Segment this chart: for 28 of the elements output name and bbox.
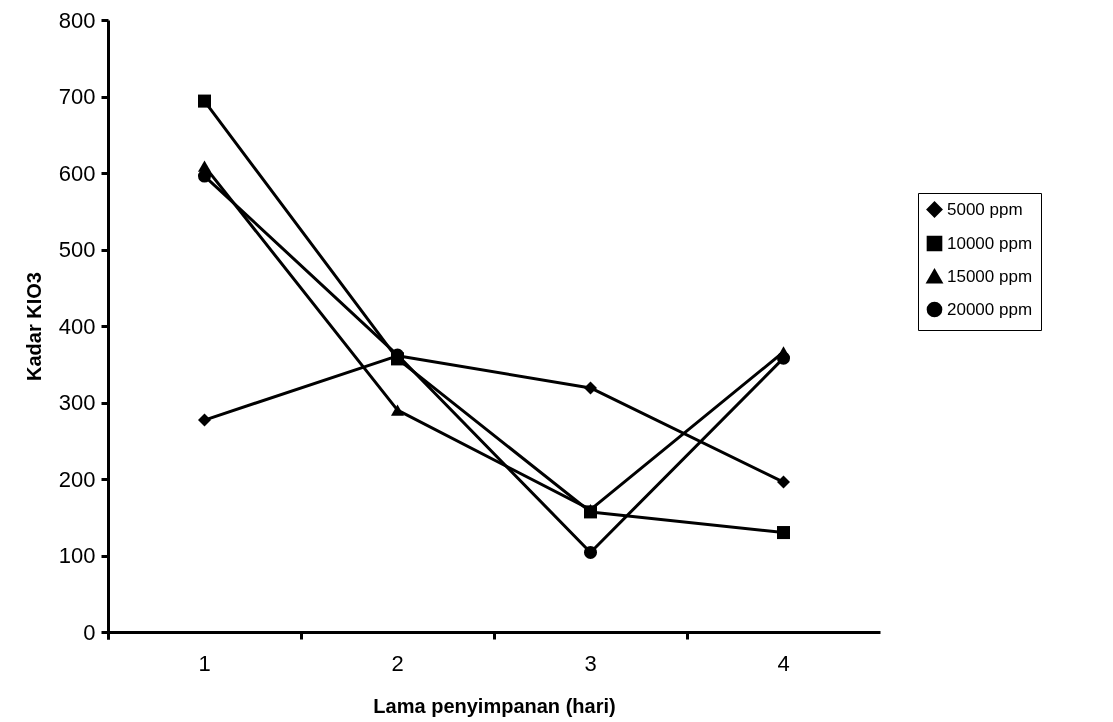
point [390,404,405,416]
y-axis-title: Kadar KIO3 [22,272,45,381]
x-tick-label: 2 [391,650,404,676]
point [583,381,598,395]
legend-label: 20000 ppm [947,299,1033,319]
y-tick-label: 200 [58,466,96,492]
point [776,475,791,489]
point [583,545,598,559]
y-tick-label: 300 [58,390,96,415]
legend-label: 15000 ppm [947,266,1033,286]
y-tick-label: 0 [83,619,96,645]
point [197,94,212,108]
y-tick-label: 800 [58,7,96,33]
legend-label: 5000 ppm [947,199,1023,219]
legend-label: 10000 ppm [947,233,1033,253]
x-axis-title: Lama penyimpanan (hari) [373,694,616,717]
y-tick-label: 600 [58,160,96,186]
y-tick-label: 400 [58,313,96,339]
x-tick-label: 3 [584,650,597,676]
point [197,413,212,427]
point [776,526,791,540]
x-tick-label: 4 [777,650,790,676]
x-tick-label: 1 [198,650,211,676]
y-tick-label: 700 [58,84,96,109]
point [197,169,212,183]
y-tick-label: 100 [58,543,96,568]
y-tick-label: 500 [58,237,96,262]
point [776,351,791,365]
